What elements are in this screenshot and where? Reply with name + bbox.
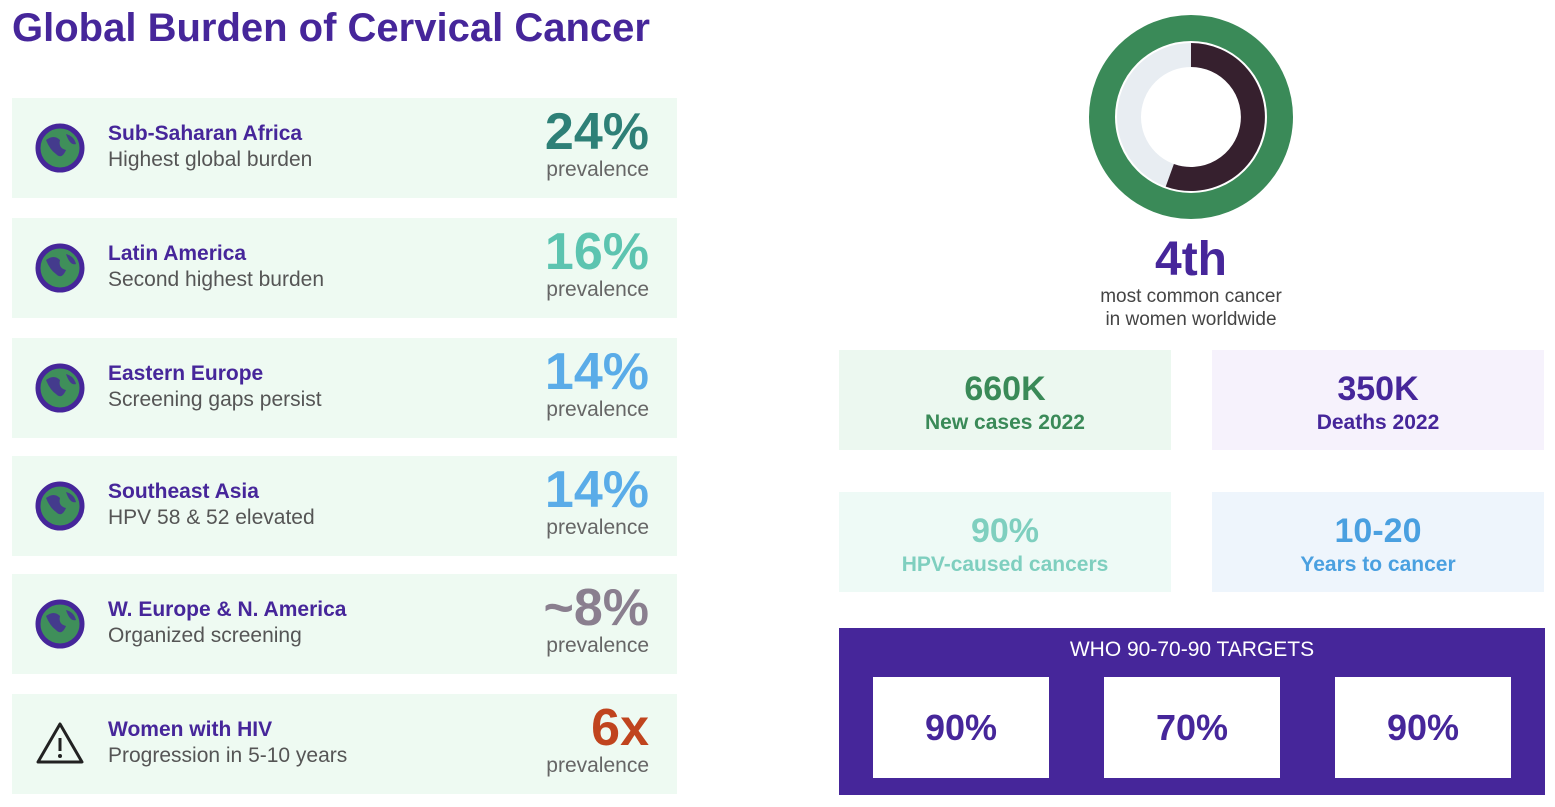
region-description: Organized screening	[108, 624, 302, 647]
globe-icon	[35, 363, 85, 413]
region-unit: prevalence	[546, 398, 649, 421]
region-description: Progression in 5-10 years	[108, 744, 348, 767]
stat-value: 350K	[1337, 370, 1419, 408]
region-card: Latin America Second highest burden 16% pre…	[12, 218, 677, 318]
target-value: 90%	[873, 677, 1049, 778]
region-card: W. Europe & N. America Organized screenin…	[12, 574, 677, 674]
region-value: 16%	[544, 223, 649, 281]
region-description: HPV 58 & 52 elevated	[108, 506, 315, 529]
rank-value: 4th	[1155, 233, 1227, 286]
rank-text: most common cancer in women worldwide	[1040, 285, 1342, 331]
region-value: 6x	[591, 699, 649, 757]
rank-line: in women worldwide	[1105, 309, 1277, 330]
target-value: 70%	[1104, 677, 1280, 778]
targets-title: WHO 90-70-90 TARGETS	[1069, 638, 1315, 661]
region-name: Sub-Saharan Africa	[108, 122, 303, 145]
region-name: Southeast Asia	[108, 480, 259, 503]
globe-icon	[35, 599, 85, 649]
stat-card: 350K Deaths 2022	[1212, 350, 1544, 450]
stat-label: HPV-caused cancers	[901, 553, 1109, 576]
region-unit: prevalence	[546, 634, 649, 657]
warning-icon	[36, 722, 84, 764]
region-value: 14%	[544, 343, 649, 401]
rank-line: most common cancer	[1100, 286, 1282, 307]
stat-value: 10-20	[1334, 512, 1422, 550]
stat-card: 10-20 Years to cancer	[1212, 492, 1544, 592]
region-card: Sub-Saharan Africa Highest global burden 2…	[12, 98, 677, 198]
region-card: Eastern Europe Screening gaps persist 14% p…	[12, 338, 677, 438]
region-name: Women with HIV	[108, 718, 273, 741]
stat-card: 660K New cases 2022	[839, 350, 1171, 450]
region-unit: prevalence	[546, 516, 649, 539]
region-description: Screening gaps persist	[108, 388, 322, 411]
target-value: 90%	[1335, 677, 1511, 778]
region-value: ~8%	[543, 579, 649, 637]
globe-icon	[35, 243, 85, 293]
title: Global Burden of Cervical Cancer	[12, 6, 650, 50]
globe-icon	[35, 123, 85, 173]
region-unit: prevalence	[546, 158, 649, 181]
region-name: Latin America	[108, 242, 247, 265]
stat-label: New cases 2022	[925, 411, 1085, 434]
region-description: Highest global burden	[108, 148, 313, 171]
region-card: Women with HIV Progression in 5-10 years 6…	[12, 694, 677, 794]
region-description: Second highest burden	[108, 268, 324, 291]
region-name: Eastern Europe	[108, 362, 264, 385]
donut-graphic	[1089, 15, 1293, 219]
region-value: 14%	[544, 461, 649, 519]
stat-label: Deaths 2022	[1316, 411, 1440, 434]
region-name: W. Europe & N. America	[108, 598, 347, 621]
stat-label: Years to cancer	[1300, 553, 1456, 576]
stat-value: 90%	[970, 512, 1040, 550]
region-value: 24%	[544, 103, 649, 161]
region-card: Southeast Asia HPV 58 & 52 elevated 14% pre…	[12, 456, 677, 556]
stat-value: 660K	[964, 370, 1046, 408]
stat-card: 90% HPV-caused cancers	[839, 492, 1171, 592]
region-unit: prevalence	[546, 754, 649, 777]
globe-icon	[35, 481, 85, 531]
region-unit: prevalence	[546, 278, 649, 301]
